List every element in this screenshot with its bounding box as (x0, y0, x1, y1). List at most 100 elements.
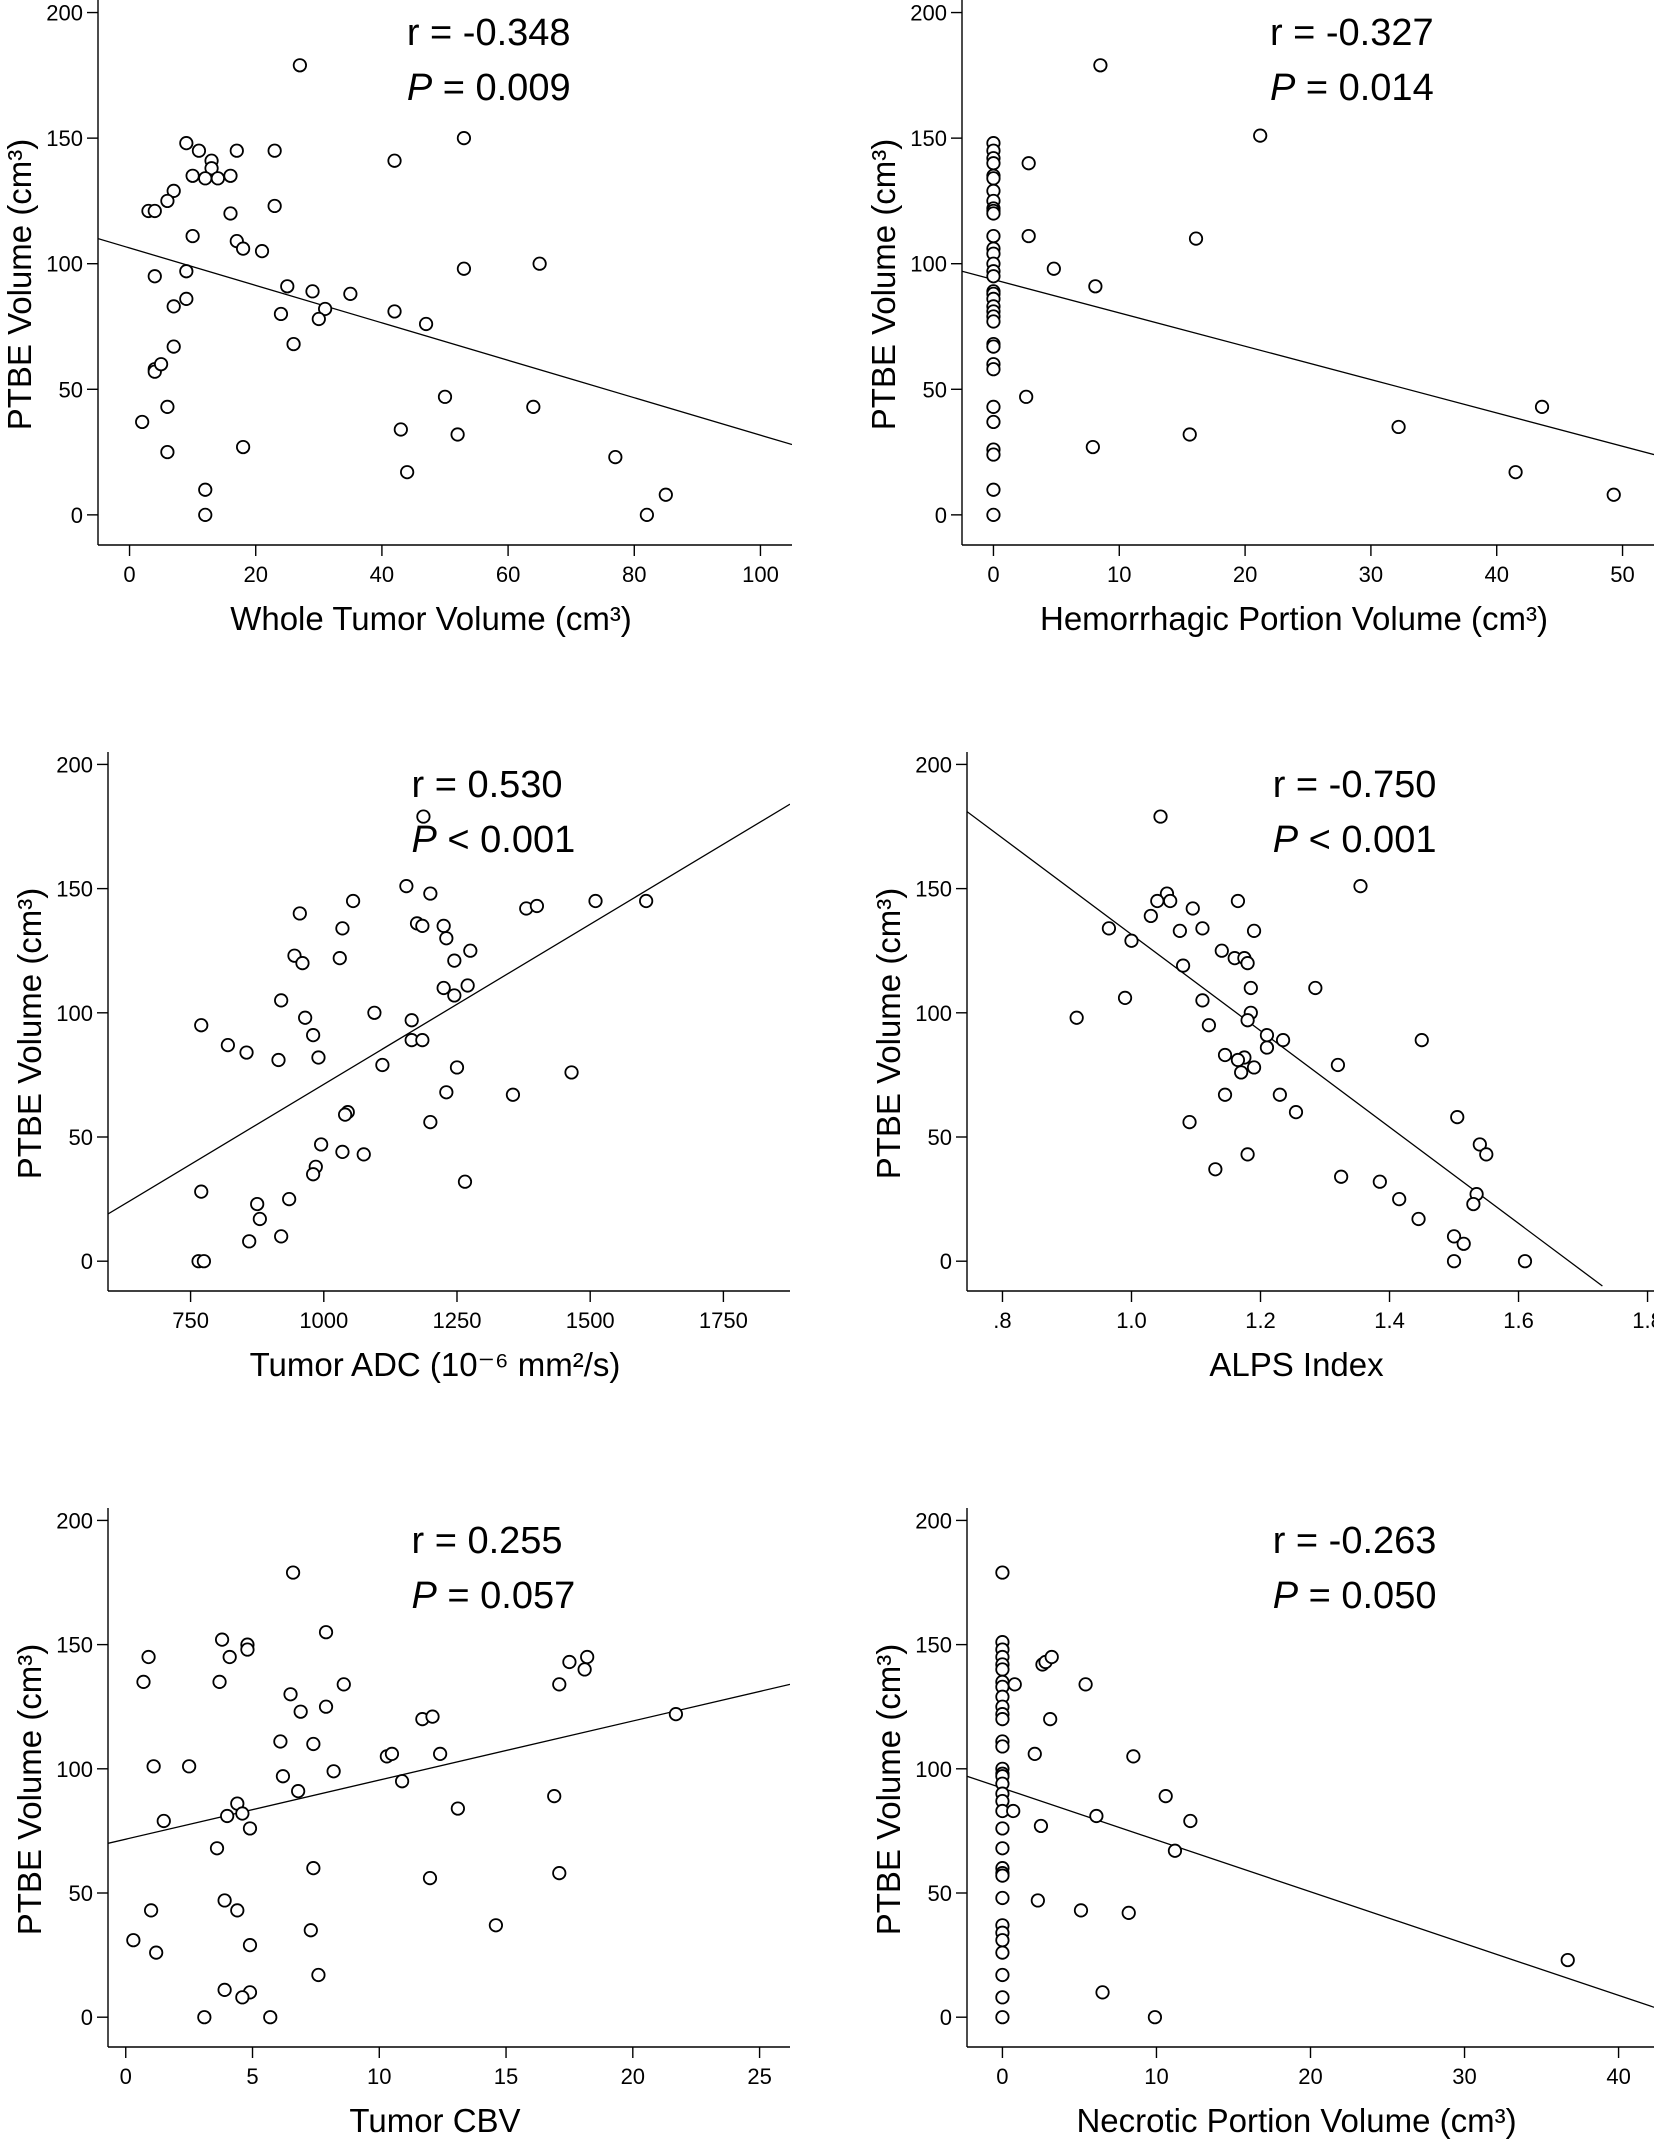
data-point (147, 203, 162, 219)
data-point (450, 1801, 465, 1816)
regression-line (962, 270, 1654, 456)
data-point (254, 244, 270, 259)
data-point (564, 1065, 579, 1080)
data-point (326, 1764, 341, 1779)
data-point (639, 893, 654, 909)
x-tick-label: 1.8 (1632, 1308, 1654, 1333)
data-point (198, 171, 213, 186)
data-point (214, 1632, 230, 1647)
data-point (1093, 58, 1108, 73)
y-axis-label: PTBE Volume (cm³) (11, 888, 48, 1180)
data-point (1078, 1677, 1093, 1692)
data-point (291, 1784, 306, 1799)
data-point (1230, 893, 1246, 909)
data-point (1182, 427, 1197, 442)
regression-line (108, 1683, 790, 1844)
data-point (1046, 261, 1061, 276)
x-tick-label: 80 (622, 562, 646, 587)
correlation-text: r = -0.263 (1273, 1520, 1437, 1562)
data-point (588, 893, 603, 909)
data-point (252, 1211, 267, 1227)
data-point (393, 422, 408, 437)
data-point (436, 980, 451, 996)
x-tick-label: 40 (370, 562, 394, 587)
data-point (367, 1005, 382, 1020)
data-point (303, 1923, 318, 1938)
x-tick-label: 0 (120, 2064, 132, 2089)
data-point (160, 193, 175, 209)
data-point (305, 284, 320, 299)
data-point (242, 1821, 258, 1836)
chart-panel-adc: 0 50 100 150 200 750 1000 1250 1500 1750 Tumor ADC… (11, 752, 790, 1383)
data-point (263, 2010, 278, 2025)
data-point (1030, 1893, 1045, 1908)
data-point (197, 2010, 212, 2025)
data-point (292, 906, 307, 921)
y-tick-label: 150 (915, 877, 952, 902)
data-point (995, 1933, 1010, 1948)
data-point (1195, 921, 1210, 936)
data-point (1150, 893, 1165, 909)
data-point (1185, 901, 1200, 916)
y-tick-label: 100 (56, 1001, 93, 1026)
x-tick-label: .8 (993, 1308, 1011, 1333)
x-tick-label: 1000 (299, 1308, 348, 1333)
data-point (147, 269, 162, 284)
data-point (1472, 1137, 1487, 1152)
data-point (608, 449, 623, 465)
data-point (1308, 980, 1323, 996)
data-point (1414, 1033, 1429, 1048)
data-point (318, 301, 333, 317)
data-point (198, 507, 213, 522)
y-tick-label: 0 (71, 503, 83, 528)
data-point (447, 988, 462, 1003)
data-point (135, 414, 150, 430)
data-point (1217, 1047, 1233, 1063)
data-point (236, 439, 251, 455)
data-point (526, 399, 541, 414)
x-tick-label: 25 (747, 2064, 771, 2089)
data-point (274, 993, 289, 1008)
data-point (1167, 1843, 1183, 1858)
x-tick-label: 750 (172, 1308, 209, 1333)
data-point (1006, 1803, 1021, 1819)
y-tick-label: 50 (923, 377, 947, 402)
x-tick-label: 20 (1233, 562, 1257, 587)
data-point (415, 1033, 430, 1048)
y-tick-label: 150 (56, 1633, 93, 1658)
x-tick-label: 1.0 (1116, 1308, 1147, 1333)
data-point (1153, 809, 1168, 824)
data-point (399, 879, 414, 894)
data-point (1033, 1818, 1049, 1834)
data-point (1085, 439, 1100, 455)
data-point (282, 1191, 297, 1207)
x-tick-label: 20 (1298, 2064, 1322, 2089)
data-point (1043, 1712, 1058, 1727)
y-tick-label: 100 (56, 1757, 93, 1782)
data-point (1534, 399, 1550, 414)
regression-line (98, 237, 792, 446)
y-tick-label: 100 (915, 1001, 952, 1026)
y-tick-label: 150 (56, 877, 93, 902)
data-point (450, 427, 465, 442)
data-point (166, 183, 181, 198)
data-point (1089, 1808, 1104, 1824)
data-point (387, 153, 402, 168)
data-point (1183, 1813, 1198, 1829)
regression-line (967, 811, 1603, 1287)
data-point (986, 482, 1001, 497)
data-point (1246, 923, 1262, 938)
data-point (456, 261, 472, 276)
data-point (1272, 1087, 1287, 1102)
data-point (995, 1662, 1010, 1677)
data-point (460, 978, 475, 993)
data-point (639, 507, 654, 522)
x-tick-label: 60 (496, 562, 520, 587)
y-axis-label: PTBE Volume (cm³) (11, 1644, 48, 1936)
data-point (1124, 933, 1139, 948)
data-point (1560, 1952, 1575, 1968)
data-point (418, 316, 434, 332)
data-point (1121, 1905, 1136, 1920)
data-point (1172, 923, 1187, 938)
data-point (235, 1990, 250, 2005)
